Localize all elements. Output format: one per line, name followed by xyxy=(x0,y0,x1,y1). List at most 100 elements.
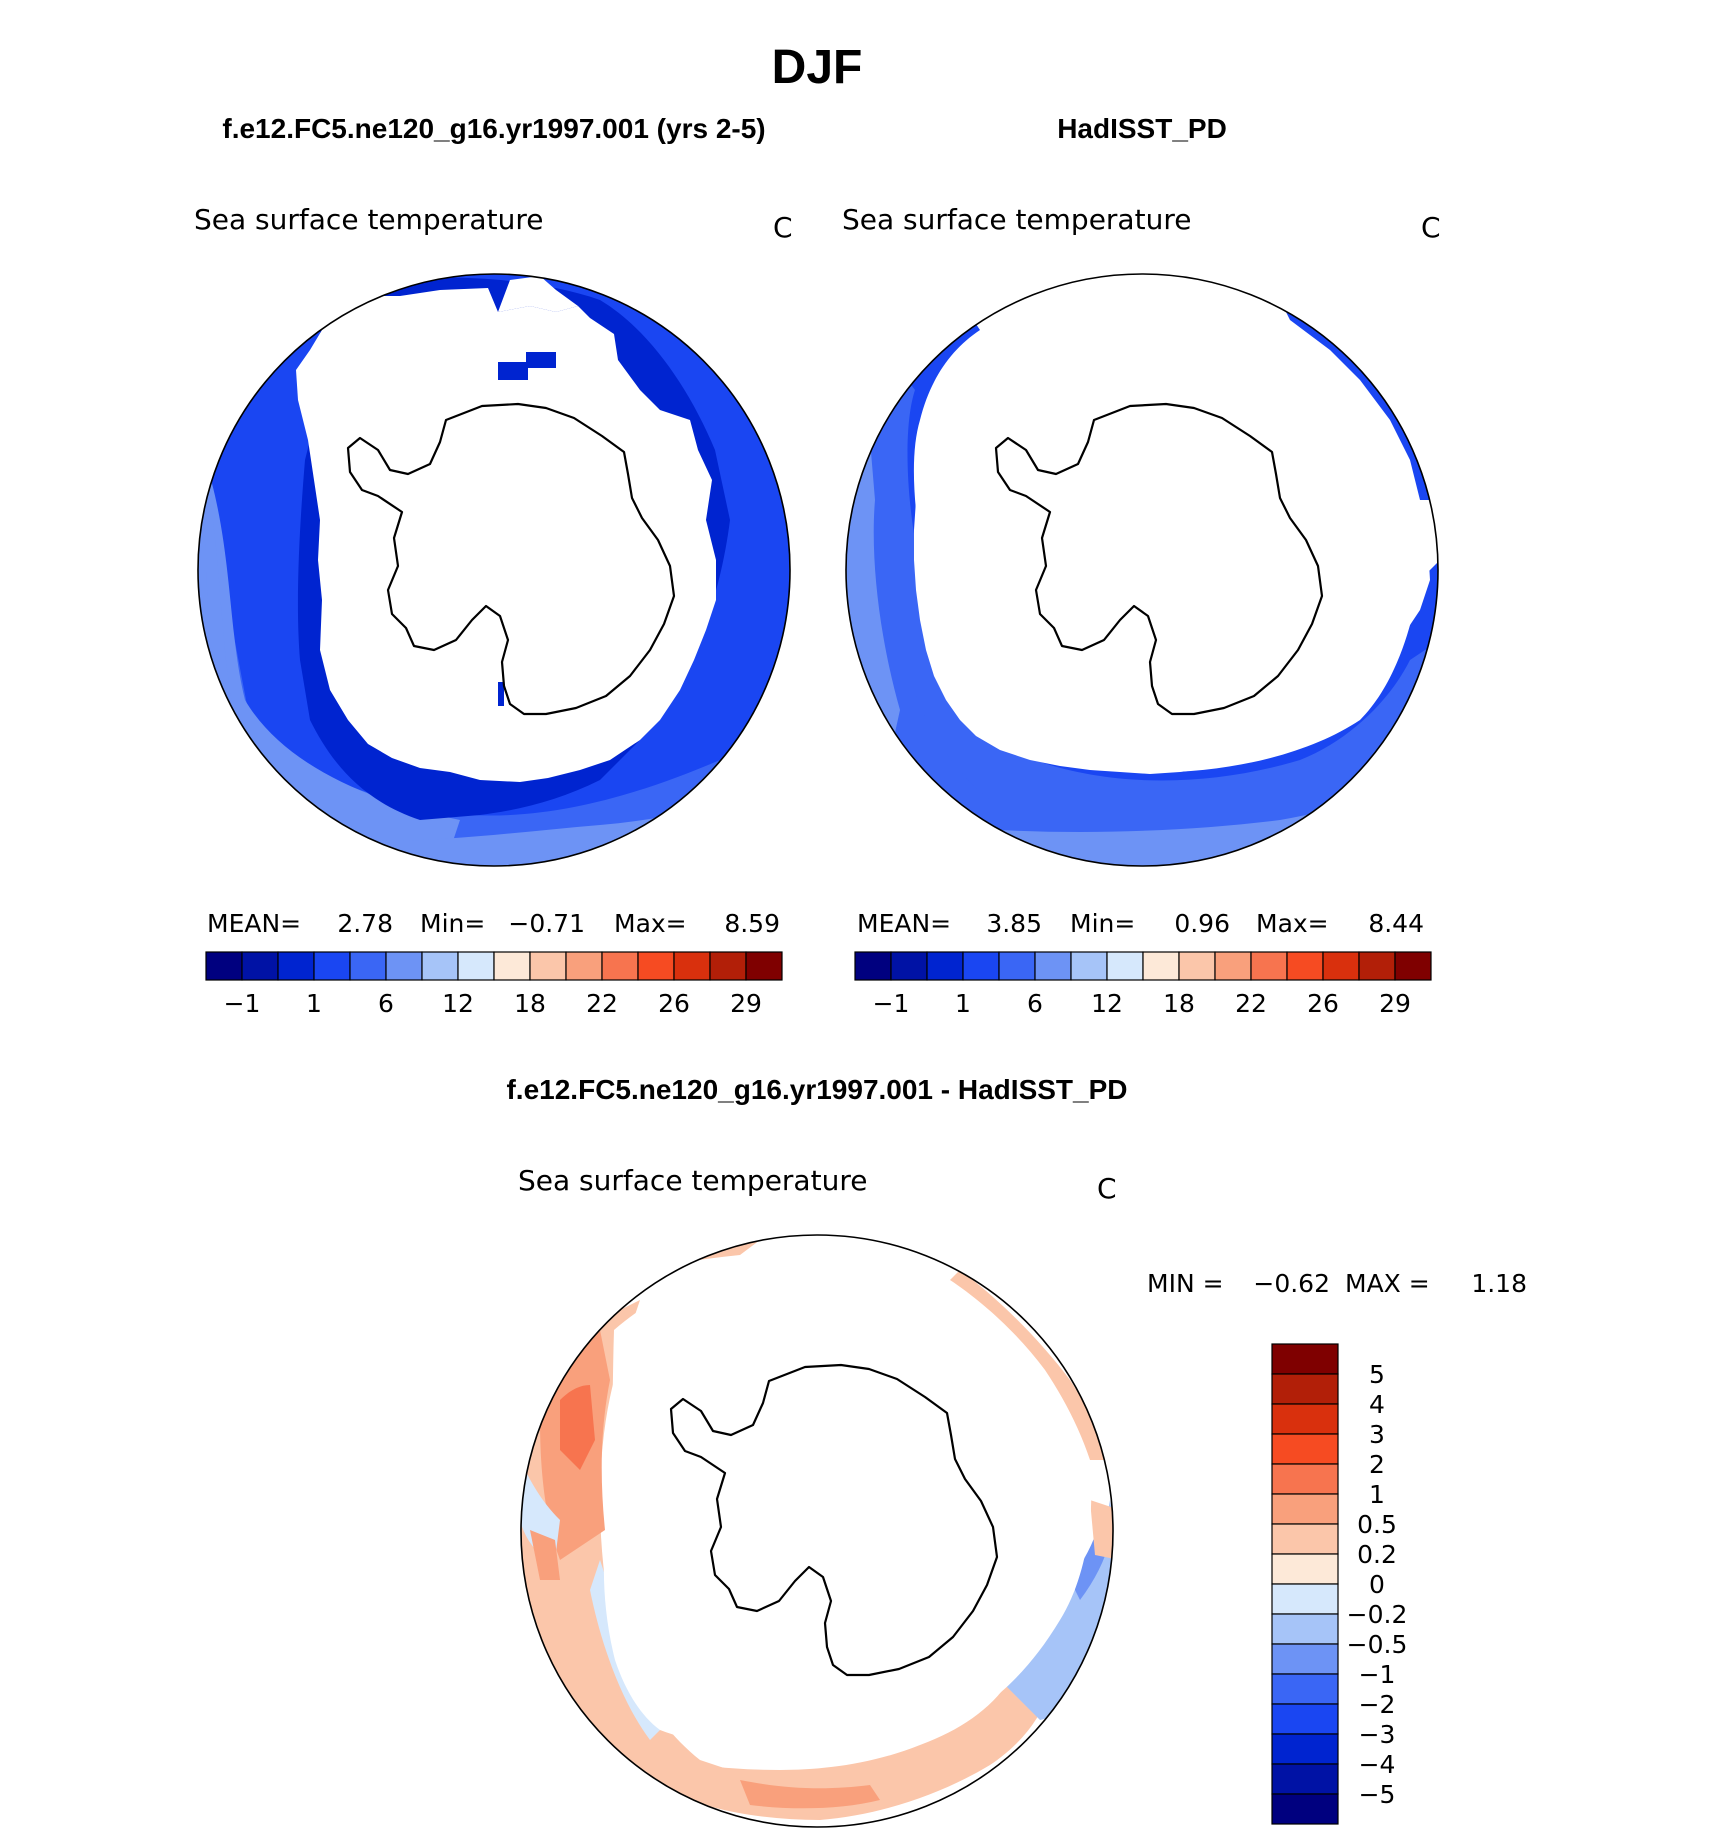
difference-colorbar-tick-label: −0.2 xyxy=(1347,1600,1408,1629)
obs-colorbar-box xyxy=(890,951,928,981)
obs-mean-value: 3.85 xyxy=(986,909,1042,938)
difference-min-value: −0.62 xyxy=(1253,1269,1330,1298)
difference-colorbar-tick-label: 0.2 xyxy=(1357,1540,1397,1569)
model-colorbar-box xyxy=(385,951,423,981)
obs-colorbar-box xyxy=(1106,951,1144,981)
obs-colorbar-box xyxy=(1394,951,1432,981)
difference-colorbar-box xyxy=(1271,1403,1339,1435)
obs-colorbar-tick-label: −1 xyxy=(873,989,910,1018)
difference-colorbar-tick-label: −2 xyxy=(1359,1690,1396,1719)
obs-colorbar-box xyxy=(1034,951,1072,981)
obs-colorbar-box xyxy=(1322,951,1360,981)
obs-min-label: Min= xyxy=(1070,909,1135,938)
model-colorbar-box xyxy=(745,951,783,981)
model-colorbar-box xyxy=(241,951,279,981)
difference-colorbar-tick-label: −0.5 xyxy=(1347,1630,1408,1659)
obs-colorbar-box xyxy=(998,951,1036,981)
model-colorbar-box xyxy=(637,951,675,981)
obs-panel: HadISST_PD Sea surface temperature C MEA… xyxy=(842,113,1441,1018)
obs-colorbar-tick-label: 12 xyxy=(1091,989,1123,1018)
model-panel: f.e12.FC5.ne120_g16.yr1997.001 (yrs 2-5)… xyxy=(194,113,793,1018)
model-stats: MEAN= 2.78 Min= −0.71 Max= 8.59 xyxy=(207,909,780,938)
model-max-label: Max= xyxy=(614,909,687,938)
difference-colorbar-box xyxy=(1271,1523,1339,1555)
difference-colorbar-tick-label: −5 xyxy=(1359,1780,1396,1809)
difference-colorbar-box xyxy=(1271,1733,1339,1765)
obs-colorbar-box xyxy=(962,951,1000,981)
model-colorbar-box xyxy=(313,951,351,981)
model-colorbar xyxy=(205,951,783,981)
difference-colorbar-box xyxy=(1271,1613,1339,1645)
obs-colorbar-tick-label: 29 xyxy=(1379,989,1411,1018)
obs-stats: MEAN= 3.85 Min= 0.96 Max= 8.44 xyxy=(857,909,1424,938)
difference-colorbar-box xyxy=(1271,1373,1339,1405)
difference-colorbar-tick-label: 1 xyxy=(1369,1480,1385,1509)
obs-colorbar-box xyxy=(1214,951,1252,981)
difference-colorbar-tick-label: 4 xyxy=(1369,1390,1385,1419)
obs-colorbar-box xyxy=(1070,951,1108,981)
difference-colorbar-box xyxy=(1271,1583,1339,1615)
difference-units-label: C xyxy=(1097,1172,1117,1205)
obs-colorbar-box xyxy=(1358,951,1396,981)
difference-colorbar-box xyxy=(1271,1433,1339,1465)
difference-colorbar-box xyxy=(1271,1643,1339,1675)
obs-colorbar-box xyxy=(1286,951,1324,981)
difference-min-label: MIN = xyxy=(1147,1269,1224,1298)
difference-colorbar-box xyxy=(1271,1793,1339,1825)
obs-colorbar-tick-label: 26 xyxy=(1307,989,1339,1018)
difference-case-title: f.e12.FC5.ne120_g16.yr1997.001 - HadISST… xyxy=(506,1074,1127,1105)
difference-colorbar-tick-label: 3 xyxy=(1369,1420,1385,1449)
difference-colorbar-tick-label: 0.5 xyxy=(1357,1510,1397,1539)
difference-colorbar-box xyxy=(1271,1703,1339,1735)
model-min-label: Min= xyxy=(420,909,485,938)
obs-min-value: 0.96 xyxy=(1174,909,1230,938)
difference-stats: MIN = −0.62 MAX = 1.18 xyxy=(1147,1269,1527,1298)
difference-max-value: 1.18 xyxy=(1471,1269,1527,1298)
obs-colorbar-tick-label: 1 xyxy=(955,989,971,1018)
difference-colorbar-box xyxy=(1271,1673,1339,1705)
model-colorbar-box xyxy=(277,951,315,981)
obs-colorbar-tick-label: 6 xyxy=(1027,989,1043,1018)
obs-variable-label: Sea surface temperature xyxy=(842,203,1191,236)
obs-polar-map xyxy=(845,273,1439,867)
difference-polar-map xyxy=(520,1234,1114,1828)
model-variable-label: Sea surface temperature xyxy=(194,203,543,236)
difference-colorbar-tick-label: −1 xyxy=(1359,1660,1396,1689)
model-case-title: f.e12.FC5.ne120_g16.yr1997.001 (yrs 2-5) xyxy=(222,113,765,144)
model-colorbar-tick-label: 22 xyxy=(586,989,618,1018)
difference-max-label: MAX = xyxy=(1345,1269,1430,1298)
obs-mean-label: MEAN= xyxy=(857,909,951,938)
model-colorbar-box xyxy=(673,951,711,981)
model-colorbar-tick-label: 26 xyxy=(658,989,690,1018)
model-max-value: 8.59 xyxy=(724,909,780,938)
model-colorbar-tick-label: 1 xyxy=(306,989,322,1018)
difference-colorbar xyxy=(1271,1343,1339,1825)
model-colorbar-box xyxy=(565,951,603,981)
obs-units-label: C xyxy=(1421,211,1441,244)
model-colorbar-box xyxy=(457,951,495,981)
obs-colorbar-tick-label: 22 xyxy=(1235,989,1267,1018)
model-mean-value: 2.78 xyxy=(337,909,393,938)
obs-case-title: HadISST_PD xyxy=(1057,113,1227,144)
model-colorbar-tick-label: 18 xyxy=(514,989,546,1018)
model-colorbar-box xyxy=(601,951,639,981)
difference-colorbar-box xyxy=(1271,1343,1339,1375)
obs-max-value: 8.44 xyxy=(1368,909,1424,938)
obs-colorbar xyxy=(854,951,1432,981)
obs-colorbar-box xyxy=(926,951,964,981)
model-colorbar-box xyxy=(205,951,243,981)
model-colorbar-tick-label: 29 xyxy=(730,989,762,1018)
difference-colorbar-tick-label: 5 xyxy=(1369,1360,1385,1389)
model-units-label: C xyxy=(773,211,793,244)
difference-colorbar-tick-label: 2 xyxy=(1369,1450,1385,1479)
difference-variable-label: Sea surface temperature xyxy=(518,1164,867,1197)
obs-max-label: Max= xyxy=(1256,909,1329,938)
obs-colorbar-ticks: −1 1 6 12 18 22 26 29 xyxy=(873,989,1411,1018)
difference-colorbar-box xyxy=(1271,1763,1339,1795)
figure-title: DJF xyxy=(772,41,863,94)
model-min-value: −0.71 xyxy=(508,909,585,938)
difference-colorbar-box xyxy=(1271,1463,1339,1495)
model-colorbar-tick-label: 6 xyxy=(378,989,394,1018)
